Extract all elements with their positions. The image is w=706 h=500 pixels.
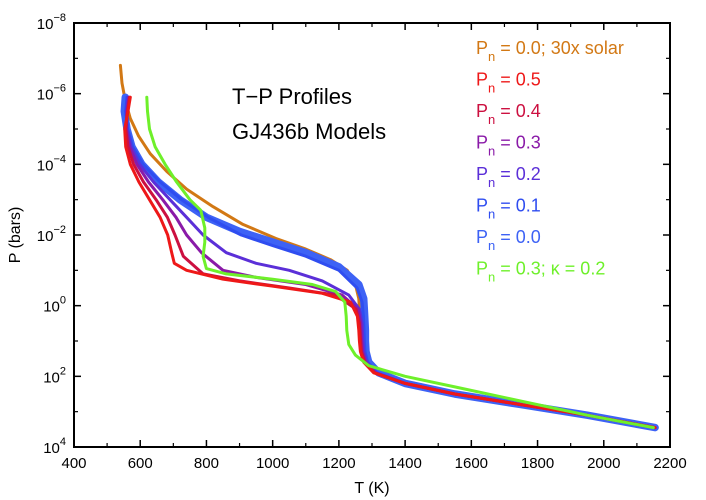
x-tick-label: 1600 <box>455 455 488 472</box>
legend-entry-pn02: Pn = 0.2 <box>476 164 541 190</box>
y-tick-label: 102 <box>43 365 66 386</box>
x-tick-label: 600 <box>128 455 153 472</box>
y-tick-label: 10−8 <box>37 12 66 33</box>
x-tick-label: 400 <box>61 455 86 472</box>
legend-entry-pn05: Pn = 0.5 <box>476 70 541 96</box>
series-line-kappa <box>145 95 655 430</box>
y-tick-label: 104 <box>43 436 66 457</box>
x-tick-label: 1200 <box>322 455 355 472</box>
legend: Pn = 0.0; 30x solar Pn = 0.5 Pn = 0.4 Pn = … <box>476 38 624 285</box>
x-tick-label: 1400 <box>388 455 421 472</box>
legend-entry-pn03: Pn = 0.3 <box>476 133 541 159</box>
y-axis-ticks: 10−8 10−6 10−4 10−2 100 102 104 <box>37 12 670 457</box>
series-line-pn05 <box>123 95 657 430</box>
legend-entry-pn00: Pn = 0.0 <box>476 227 541 253</box>
y-tick-label: 10−4 <box>37 153 66 174</box>
legend-entry-pn04: Pn = 0.4 <box>476 101 541 127</box>
x-tick-label: 800 <box>194 455 219 472</box>
legend-entry-solar30: Pn = 0.0; 30x solar <box>476 38 624 64</box>
y-axis-title: P (bars) <box>7 207 24 264</box>
y-tick-label: 10−6 <box>37 83 66 104</box>
chart-title: T−P Profiles <box>232 84 352 109</box>
legend-entry-kappa: Pn = 0.3; κ = 0.2 <box>476 259 605 285</box>
legend-entry-pn01: Pn = 0.1 <box>476 196 541 222</box>
chart-subtitle: GJ436b Models <box>232 119 386 144</box>
x-tick-label: 1800 <box>521 455 554 472</box>
y-tick-label: 100 <box>43 295 66 316</box>
plot-frame <box>73 22 671 448</box>
x-tick-label: 2000 <box>587 455 620 472</box>
x-axis-title: T (K) <box>354 480 389 497</box>
x-axis-ticks: 400 600 800 1000 1200 1400 1600 1800 2000 2200 <box>61 23 687 472</box>
series-layer <box>118 63 659 432</box>
x-tick-label: 1000 <box>256 455 289 472</box>
x-tick-label: 2200 <box>653 455 686 472</box>
y-tick-label: 10−2 <box>37 224 66 245</box>
